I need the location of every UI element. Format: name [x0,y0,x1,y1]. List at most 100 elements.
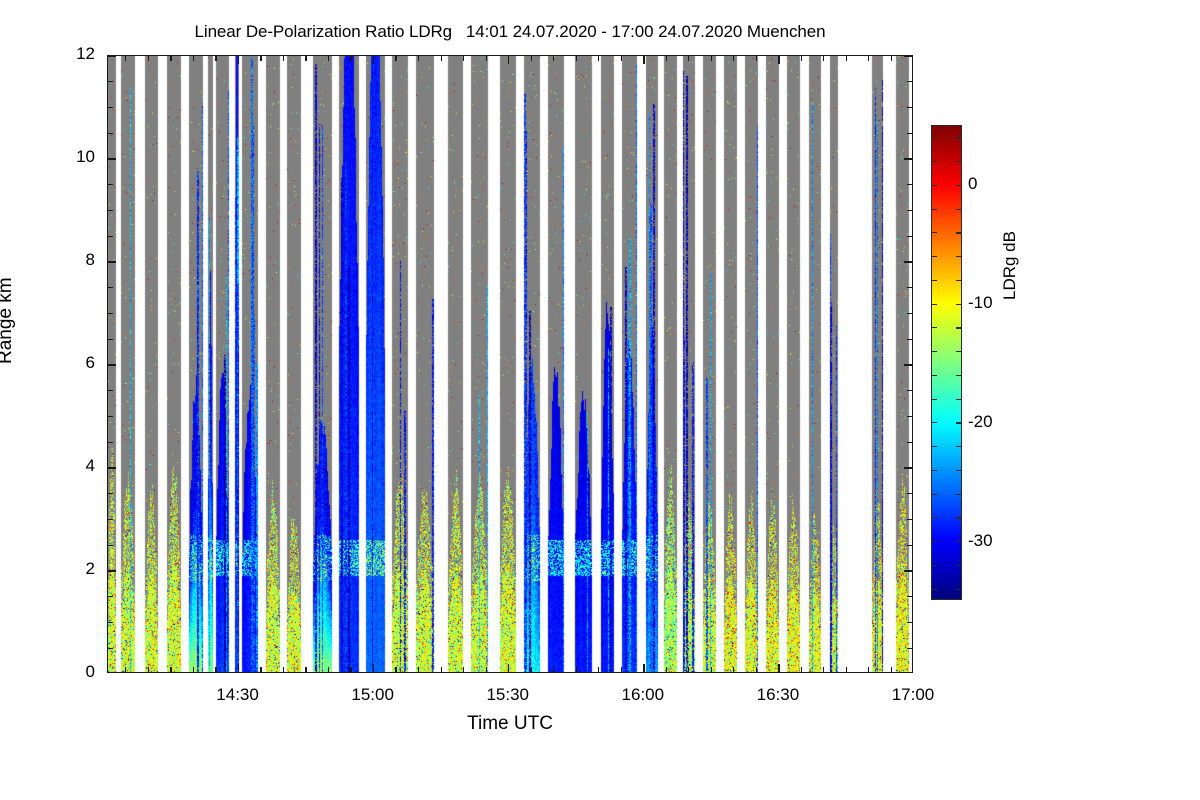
colorbar-tick-label: 0 [968,174,978,194]
x-axis-tick [868,667,870,672]
x-axis-tick [598,667,600,672]
x-axis-tick [327,56,330,61]
y-axis-tick [108,621,113,623]
y-axis-tick [108,570,116,572]
x-axis-tick [125,667,127,672]
x-axis-tick-label: 16:30 [756,685,800,704]
y-axis-tick [907,544,912,546]
y-axis-tick [108,364,116,366]
x-axis-tick [755,56,757,61]
y-axis-tick-label: 0 [85,662,95,681]
y-axis-tick [108,390,113,392]
x-axis-tick [395,56,397,61]
y-axis-tick-label: 2 [85,559,95,578]
x-axis-tick-label: 17:00 [891,685,935,704]
colorbar-tick-label: -20 [968,411,993,431]
y-axis-title: Range km [0,277,16,364]
y-axis-tick-label: 4 [85,456,95,475]
x-axis-tick [508,56,510,64]
y-axis-tick [907,132,912,134]
y-axis-tick [904,364,912,366]
x-axis-tick [665,667,667,672]
colorbar-tick-label: -30 [968,530,993,550]
x-axis-tick [395,667,397,672]
colorbar-gradient [932,126,961,599]
colorbar-minor-tick [931,446,937,448]
y-axis-tick [904,261,912,263]
y-axis-tick-label: 6 [85,353,95,372]
colorbar-title: LDRg dB [1000,231,1019,300]
x-axis-tick [463,56,465,61]
colorbar-tick-label: -10 [968,293,993,313]
y-axis-tick [907,596,912,598]
x-axis-tick [845,56,847,61]
colorbar-minor-tick [931,208,937,210]
colorbar-minor-tick [955,256,962,258]
x-axis-tick [733,667,735,672]
colorbar-minor-tick [931,184,937,186]
colorbar-minor-tick [955,279,962,282]
ldr-heatmap-canvas [108,56,912,672]
y-axis-tick [108,467,116,469]
x-axis-tick [192,56,195,61]
x-axis-tick-label: 15:00 [351,685,394,704]
x-axis-tick [823,667,825,672]
colorbar-minor-tick [931,303,937,305]
x-axis-tick [350,56,352,61]
colorbar-minor-tick [931,374,937,376]
colorbar-minor-tick [931,541,937,543]
y-axis-tick [108,184,113,186]
x-axis-tick [282,56,285,61]
y-axis-tick [108,544,113,546]
y-axis-tick [907,518,912,520]
y-axis-tick [907,81,912,83]
x-axis-title: Time UTC [467,713,553,734]
y-axis-tick [108,338,113,340]
x-axis-tick [485,56,487,61]
y-axis-tick [907,621,912,623]
x-axis-tick [282,667,285,672]
y-axis-tick [108,493,113,495]
x-axis-tick [372,56,375,64]
x-axis-tick [823,56,825,61]
x-axis-tick [710,667,712,672]
x-axis-tick [147,667,149,672]
x-axis-tick [778,664,780,672]
colorbar-minor-tick [955,137,962,139]
colorbar-minor-tick [955,351,962,353]
y-axis-tick [904,467,912,469]
colorbar-minor-tick [955,422,962,424]
x-axis-tick [575,667,577,672]
x-axis-tick [733,56,735,61]
x-axis-tick [553,56,555,61]
figure-title: Linear De-Polarization Ratio LDRg 14:01 … [194,22,826,41]
y-axis-tick [108,518,113,520]
x-axis-tick [237,56,240,64]
x-axis-tick [305,56,307,61]
x-axis-tick [215,56,217,61]
colorbar-minor-tick [931,232,937,234]
colorbar-minor-tick [931,279,937,281]
y-axis-tick [108,261,116,263]
x-axis-tick [260,667,262,672]
y-axis-tick [108,235,113,237]
colorbar-minor-tick [955,161,962,163]
x-axis-tick [147,56,149,61]
y-axis-tick [108,132,113,134]
y-axis-tick [108,596,113,598]
colorbar-minor-tick [931,161,937,163]
y-axis-tick [907,235,912,237]
x-axis-tick [417,667,420,672]
x-axis-tick-label: 16:00 [621,685,665,704]
y-axis-tick [108,106,113,108]
y-axis-tick-label: 10 [76,147,95,166]
colorbar-minor-tick [955,303,962,305]
y-axis-tick [108,81,113,83]
x-axis-tick [372,664,375,672]
colorbar-minor-tick [955,493,962,495]
colorbar-minor-tick [931,422,937,424]
colorbar-minor-tick [931,564,937,566]
x-axis-tick [170,667,172,672]
x-axis-tick [553,667,555,672]
